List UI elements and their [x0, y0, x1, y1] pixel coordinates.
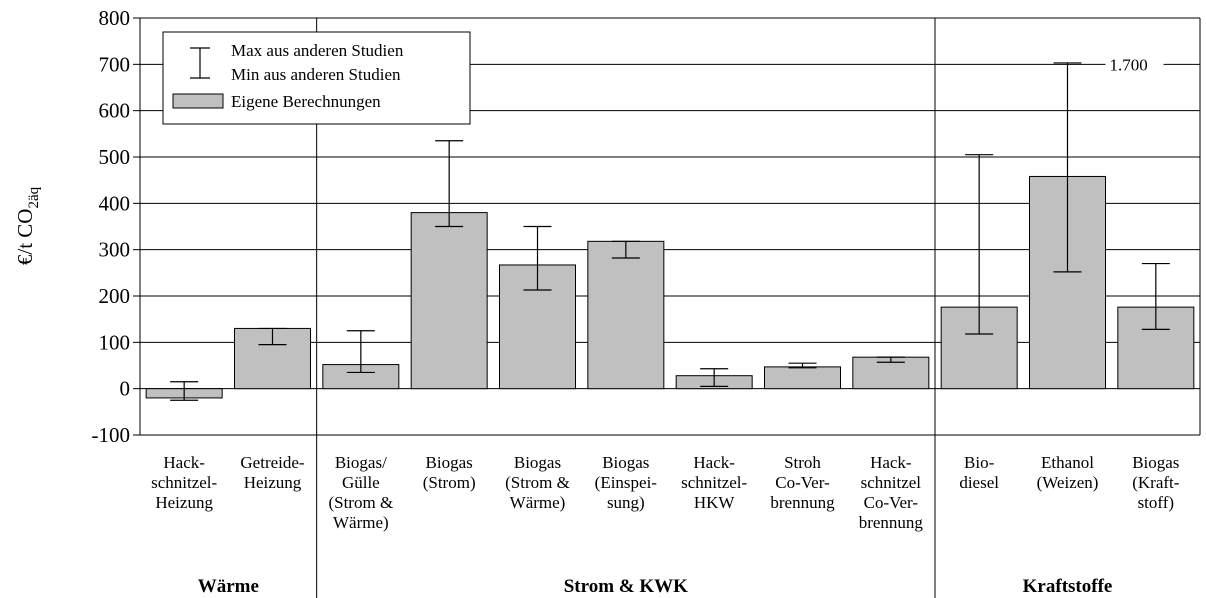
category-label-line: Bio-: [964, 453, 995, 472]
category-label-9: Bio-diesel: [959, 453, 999, 492]
category-label-line: (Strom &: [505, 473, 570, 492]
category-label-line: Hack-: [163, 453, 205, 472]
ytick-label-5: 400: [99, 191, 131, 215]
category-label-line: (Kraft-: [1132, 473, 1180, 492]
category-label-line: Biogas: [602, 453, 649, 472]
group-label-0: Wärme: [198, 576, 259, 597]
legend-box: [162, 31, 471, 125]
category-label-line: Co-Ver-: [775, 473, 830, 492]
legend-max-label: Max aus anderen Studien: [231, 41, 404, 60]
ytick-label-4: 300: [99, 238, 131, 262]
category-label-line: Wärme): [333, 513, 389, 532]
bar-7: [764, 366, 841, 390]
category-label-line: stoff): [1138, 493, 1175, 512]
category-label-line: (Strom &: [328, 493, 393, 512]
category-label-line: schnitzel-: [151, 473, 217, 492]
annotation-0: 1.700: [1110, 55, 1148, 74]
category-label-line: Heizung: [244, 473, 302, 492]
category-label-2: Biogas/Gülle (Strom & Wärme): [328, 453, 393, 532]
category-label-1: Getreide-Heizung: [240, 453, 305, 492]
legend-min-label: Min aus anderen Studien: [231, 65, 401, 84]
category-label-line: Getreide-: [240, 453, 305, 472]
category-label-line: (Weizen): [1037, 473, 1099, 492]
category-label-3: Biogas (Strom): [423, 453, 476, 492]
category-label-4: Biogas (Strom & Wärme): [505, 453, 570, 512]
category-label-6: Hack-schnitzel-HKW: [681, 453, 747, 512]
category-label-line: Biogas: [514, 453, 561, 472]
category-label-10: Ethanol (Weizen): [1037, 453, 1099, 492]
category-label-line: brennung: [859, 513, 924, 532]
category-label-7: Stroh Co-Ver-brennung: [770, 453, 835, 512]
category-label-line: (Einspei-: [595, 473, 658, 492]
category-label-line: sung): [607, 493, 645, 512]
category-label-line: Heizung: [155, 493, 213, 512]
category-label-line: Hack-: [693, 453, 735, 472]
category-label-line: diesel: [959, 473, 999, 492]
ytick-label-9: 800: [99, 6, 131, 30]
ytick-label-7: 600: [99, 99, 131, 123]
category-label-line: Biogas: [426, 453, 473, 472]
category-label-line: HKW: [694, 493, 736, 512]
category-label-line: Ethanol: [1041, 453, 1094, 472]
annotation-bg-0: [1105, 53, 1164, 76]
group-label-1: Strom & KWK: [564, 576, 688, 597]
category-label-line: Co-Ver-: [864, 493, 919, 512]
category-label-5: Biogas (Einspei-sung): [595, 453, 658, 512]
ytick-label-8: 700: [99, 52, 131, 76]
category-label-line: Gülle: [342, 473, 380, 492]
category-label-line: Hack-: [870, 453, 912, 472]
y-axis-label: €/t CO2äq: [13, 186, 42, 265]
category-label-11: Biogas (Kraft-stoff): [1132, 453, 1180, 512]
legend-bar-swatch: [172, 93, 224, 109]
category-label-8: Hack-schnitzel Co-Ver-brennung: [859, 453, 924, 532]
category-label-line: Biogas/: [335, 453, 387, 472]
ytick-label-0: -100: [92, 423, 131, 447]
category-label-line: brennung: [770, 493, 835, 512]
y-axis-label-subscript: 2äq: [26, 186, 42, 208]
ytick-label-2: 100: [99, 330, 131, 354]
category-label-line: schnitzel: [861, 473, 922, 492]
category-label-line: Biogas: [1132, 453, 1179, 472]
ytick-label-3: 200: [99, 284, 131, 308]
category-label-0: Hack-schnitzel-Heizung: [151, 453, 217, 512]
category-label-line: (Strom): [423, 473, 476, 492]
category-label-line: Wärme): [510, 493, 566, 512]
legend-bar-label: Eigene Berechnungen: [231, 92, 381, 111]
bar-3: [410, 212, 488, 390]
bar-5: [587, 240, 665, 390]
category-label-line: Stroh: [784, 453, 821, 472]
group-label-2: Kraftstoffe: [1023, 576, 1113, 597]
ytick-label-6: 500: [99, 145, 131, 169]
ytick-label-1: 0: [120, 377, 131, 401]
category-label-line: schnitzel-: [681, 473, 747, 492]
